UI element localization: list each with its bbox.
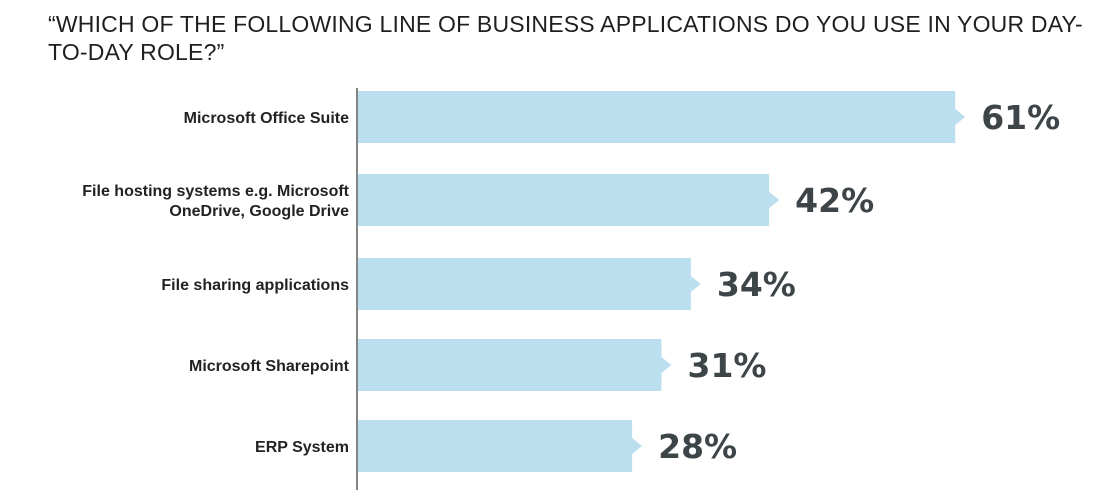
category-label: Microsoft Office Suite (184, 110, 349, 127)
data-label: 28% (658, 427, 737, 466)
category-label: Microsoft Sharepoint (189, 358, 350, 375)
data-label: 34% (717, 265, 796, 304)
data-label: 61% (981, 98, 1060, 137)
bar (358, 339, 672, 391)
bar (358, 91, 966, 143)
data-label: 31% (687, 346, 766, 385)
chart-title: “WHICH OF THE FOLLOWING LINE OF BUSINESS… (48, 11, 1083, 65)
bar (358, 420, 643, 472)
data-label: 42% (795, 181, 874, 220)
bar (358, 174, 780, 226)
category-label: File sharing applications (161, 277, 349, 294)
category-label: OneDrive, Google Drive (169, 203, 349, 220)
category-label: ERP System (255, 439, 349, 456)
category-label: File hosting systems e.g. Microsoft (82, 183, 349, 200)
bar (358, 258, 701, 310)
